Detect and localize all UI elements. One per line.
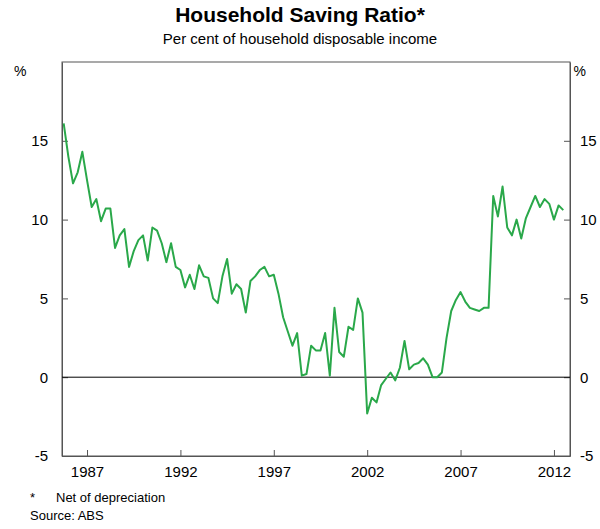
x-axis-tick-label: 2002	[351, 463, 384, 480]
title: Household Saving Ratio*	[175, 3, 426, 26]
x-axis-tick-mark	[87, 450, 88, 456]
y-axis-left-tick: 5	[40, 290, 68, 307]
y-axis-right-tick: 5	[564, 290, 588, 307]
source: Source: ABS	[30, 508, 104, 523]
x-axis-tick-label: 2007	[444, 463, 477, 480]
x-axis-tick-mark	[367, 450, 368, 456]
y-axis-left-tick-label: 15	[31, 132, 48, 149]
axis-line	[570, 63, 571, 457]
y-axis-left-tick-mark	[62, 456, 68, 457]
y-axis-left-tick-mark	[62, 298, 68, 299]
y-axis-left-tick-label: 0	[40, 369, 48, 386]
plot-frame	[62, 62, 570, 456]
y-unit-right: %	[574, 63, 586, 79]
x-axis-tick-mark	[554, 450, 555, 456]
y-axis-right-tick-label: 0	[580, 369, 588, 386]
x-axis-tick-label: 1992	[164, 463, 197, 480]
y-axis-right-tick: -5	[564, 447, 593, 464]
y-axis-right-tick-label: 15	[580, 132, 597, 149]
y-axis-left-tick: -5	[35, 447, 68, 464]
footnote-marker: *	[30, 490, 35, 505]
y-axis-right-tick: 15	[564, 132, 597, 149]
y-axis-left-tick-label: 5	[40, 290, 48, 307]
x-axis-tick-mark	[461, 450, 462, 456]
chart: Household Saving Ratio* Per cent of house…	[0, 0, 600, 529]
y-axis-left: -5 0 5 10 15	[31, 63, 68, 465]
y-axis-right: -5 0 5 10 15	[564, 63, 597, 465]
x-axis-tick-label: 2012	[538, 463, 571, 480]
axis-line	[63, 456, 571, 457]
x-axis-tick-mark	[180, 450, 181, 456]
y-axis-right-tick-mark	[564, 456, 570, 457]
x-axis-tick: 1997	[258, 450, 291, 480]
plot-area	[64, 123, 564, 413]
zero-line	[62, 377, 570, 378]
x-axis-tick: 2002	[351, 450, 384, 480]
x-axis-tick: 2012	[538, 450, 571, 480]
y-axis-left-tick-label: -5	[35, 447, 48, 464]
x-axis-tick: 1987	[71, 450, 104, 480]
saving-ratio-line	[64, 123, 564, 413]
y-axis-left-tick-mark	[62, 220, 68, 221]
y-axis-right-tick: 10	[564, 211, 597, 228]
x-axis: 1987 1992 1997 2002 2007 2012	[63, 450, 572, 480]
subtitle: Per cent of household disposable income	[163, 30, 437, 47]
footnote: Net of depreciation	[56, 490, 165, 505]
y-axis-right-tick-mark	[564, 141, 570, 142]
x-axis-tick: 1992	[164, 450, 197, 480]
y-axis-left-tick-label: 10	[31, 211, 48, 228]
y-axis-right-tick-mark	[564, 298, 570, 299]
x-axis-tick: 2007	[444, 450, 477, 480]
y-axis-right-tick-label: 5	[580, 290, 588, 307]
y-axis-right-tick-label: 10	[580, 211, 597, 228]
y-unit-left: %	[14, 63, 26, 79]
axis-line	[62, 63, 63, 457]
y-axis-right-tick-mark	[564, 220, 570, 221]
y-axis-right-tick-label: -5	[580, 447, 593, 464]
x-axis-tick-label: 1987	[71, 463, 104, 480]
x-axis-tick-mark	[274, 450, 275, 456]
y-axis-left-tick: 15	[31, 132, 68, 149]
y-axis-left-tick: 10	[31, 211, 68, 228]
x-axis-tick-label: 1997	[258, 463, 291, 480]
